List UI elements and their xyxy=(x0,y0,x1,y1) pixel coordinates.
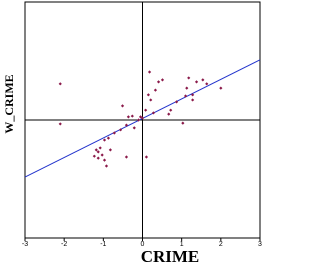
point xyxy=(181,121,185,125)
point xyxy=(183,94,188,98)
x-tick-label: -3 xyxy=(22,241,28,248)
point xyxy=(160,78,165,82)
point xyxy=(98,146,102,150)
chart: CRIME W_CRIME -3 -2 -1 0 1 2 3 xyxy=(2,1,262,266)
point xyxy=(191,98,195,102)
point xyxy=(132,126,136,130)
point xyxy=(146,93,150,97)
point xyxy=(108,148,112,152)
point xyxy=(147,70,152,74)
x-tick-label: 0 xyxy=(141,241,145,248)
point xyxy=(58,122,62,126)
point xyxy=(126,115,130,119)
point xyxy=(102,158,107,162)
point xyxy=(191,93,195,97)
x-axis-label: CRIME xyxy=(141,247,200,266)
point xyxy=(167,112,171,116)
x-tick-label: 1 xyxy=(180,241,184,248)
point xyxy=(124,155,129,159)
point xyxy=(92,154,96,158)
point xyxy=(201,78,205,82)
point xyxy=(144,108,148,112)
x-tick-label: -2 xyxy=(61,241,67,248)
point xyxy=(106,136,111,140)
point xyxy=(140,116,145,120)
point xyxy=(144,155,149,159)
point xyxy=(96,156,100,160)
point xyxy=(96,150,100,154)
point xyxy=(120,104,125,108)
point xyxy=(169,108,173,112)
point xyxy=(149,98,153,102)
point xyxy=(219,86,223,90)
point xyxy=(118,128,123,132)
point xyxy=(194,80,199,84)
x-tick-label: 3 xyxy=(258,241,262,248)
point xyxy=(104,164,109,168)
point xyxy=(187,76,191,80)
y-axis-label: W_CRIME xyxy=(2,74,16,133)
point xyxy=(130,114,134,118)
x-tick-label: -1 xyxy=(100,241,106,248)
point xyxy=(185,86,189,90)
point xyxy=(58,82,62,86)
point xyxy=(112,131,116,135)
point xyxy=(102,138,107,142)
point xyxy=(136,118,141,122)
point xyxy=(124,123,129,127)
point xyxy=(153,88,158,92)
point xyxy=(151,111,156,115)
point xyxy=(174,100,179,104)
point xyxy=(100,153,104,157)
point xyxy=(156,80,161,84)
point xyxy=(205,82,209,86)
point xyxy=(94,148,98,152)
x-tick-label: 2 xyxy=(219,241,223,248)
